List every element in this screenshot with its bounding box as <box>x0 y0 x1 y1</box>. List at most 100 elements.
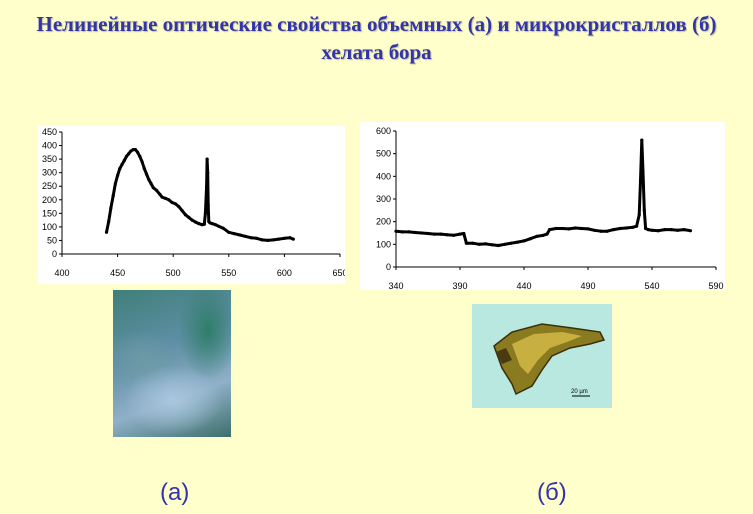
chart-b-data-point <box>637 213 641 217</box>
chart-b-x-tick-label: 590 <box>708 281 723 290</box>
chart-b-data-point <box>669 228 673 232</box>
chart-a-data-point <box>249 236 253 240</box>
chart-b-data-point <box>676 228 680 232</box>
chart-a-data-point <box>193 220 197 224</box>
chart-a-y-tick-label: 400 <box>42 141 57 151</box>
chart-a-data-point <box>113 181 117 186</box>
bulk-crystal-photo <box>113 290 231 437</box>
chart-a-data-point <box>217 224 221 228</box>
chart-a-data-point <box>163 196 167 200</box>
chart-b-data-point <box>458 232 462 236</box>
chart-a-data-point <box>203 211 207 215</box>
chart-b-data-point <box>462 231 466 236</box>
chart-a-data-point <box>136 150 140 154</box>
chart-b-data-point <box>682 228 686 232</box>
crystal-shadow <box>496 348 512 364</box>
chart-b-data-point <box>394 229 398 233</box>
chart-a-data-point <box>122 158 126 163</box>
chart-b-panel: 0 100 200 300 400 500 600 340 390 440 490 540 590 <box>360 122 725 291</box>
chart-a-data-point <box>142 167 146 171</box>
chart-a-y-tick-label: 200 <box>42 195 57 205</box>
chart-a-data-point <box>124 154 129 158</box>
chart-a-y-tick-label: 50 <box>47 235 57 245</box>
chart-b-data-point <box>426 231 430 236</box>
chart-a-data-point <box>129 149 133 153</box>
chart-b-x-tick-label: 540 <box>644 281 659 290</box>
chart-b-data-point <box>445 233 449 237</box>
chart-b-data-point <box>516 240 520 244</box>
chart-a-data-point <box>213 223 218 227</box>
chart-a-x-tick-label: 650 <box>332 268 345 278</box>
chart-b-data-point <box>477 242 481 246</box>
chart-a-data-point <box>271 238 275 242</box>
chart-b-data-point <box>641 170 645 174</box>
chart-b-data-point <box>464 241 468 245</box>
chart-a-data-point <box>238 233 242 237</box>
chart-a-panel: 0 50 100 150 200 250 300 350 400 450 400 450 500 550 6… <box>38 126 348 284</box>
chart-a-data-point <box>109 206 113 210</box>
chart-a-data-point <box>127 152 131 156</box>
chart-a-data-point <box>147 177 151 181</box>
chart-b-data-point <box>618 226 622 231</box>
chart-a-x-tick-label: 450 <box>110 268 125 278</box>
chart-a-data-point <box>167 198 171 202</box>
chart-a-data-point <box>173 202 177 206</box>
chart-a-y-tick-label: 150 <box>42 208 57 218</box>
chart-b-data-point <box>509 241 513 245</box>
chart-a-data-point <box>149 181 153 186</box>
chart-a-data-point <box>158 192 162 196</box>
chart-a-data-point <box>104 230 109 234</box>
chart-a-data-point <box>144 172 149 176</box>
chart-b-data-point <box>624 226 628 230</box>
chart-a-data-point <box>206 171 210 175</box>
chart-a-x-tick-label: 550 <box>221 268 236 278</box>
chart-a-series-line <box>105 148 294 242</box>
chart-a-data-point <box>140 160 144 164</box>
chart-a-data-point <box>291 237 295 241</box>
chart-a-data-point <box>221 226 225 230</box>
chart-b-data-point <box>420 231 424 235</box>
chart-a-data-point <box>133 148 137 152</box>
chart-a-data-point <box>111 194 115 198</box>
chart-a-data-point <box>177 205 181 209</box>
chart-a-data-point <box>288 236 292 240</box>
chart-b: 0 100 200 300 400 500 600 340 390 440 490 540 590 <box>376 126 724 291</box>
chart-b-x-tick-label: 390 <box>452 281 467 290</box>
chart-a-data-point <box>120 162 124 167</box>
chart-a-data-point <box>202 222 206 226</box>
chart-b-data-point <box>635 224 639 228</box>
chart-b-x-tick-label: 490 <box>580 281 595 290</box>
chart-b-data-point <box>580 226 584 231</box>
chart-a-x-tick-label: 500 <box>166 268 181 278</box>
chart-b-data-point <box>554 226 558 231</box>
chart-a-data-point <box>197 222 201 226</box>
slide-title: Нелинейные оптические свойства объемных … <box>0 10 753 66</box>
chart-b-data-point <box>522 239 526 243</box>
chart-b-data-point <box>548 228 552 232</box>
chart-b-y-tick-label: 0 <box>386 262 391 272</box>
chart-a-data-point <box>170 200 174 205</box>
chart-b-x-tick-label: 440 <box>516 281 531 290</box>
chart-a-y-tick-label: 100 <box>42 222 57 232</box>
chart-a-y-tick-label: 350 <box>42 154 57 164</box>
chart-b-data-point <box>503 242 507 246</box>
chart-b-data-point <box>452 233 456 237</box>
chart-b-data-point <box>663 228 667 232</box>
chart-b-data-point <box>407 230 411 234</box>
chart-a-data-point <box>205 184 209 188</box>
chart-a-data-point <box>116 173 120 177</box>
chart-b-y-tick-label: 600 <box>376 126 391 136</box>
chart-b-y-tick-label: 300 <box>376 194 391 204</box>
chart-b-data-point <box>560 226 564 231</box>
chart-b-data-point <box>535 234 539 238</box>
chart-a-data-point <box>180 209 184 213</box>
chart-b-data-point <box>612 228 616 232</box>
chart-b-data-point <box>646 228 650 232</box>
chart-a-data-point <box>190 218 194 222</box>
chart-a-data-point <box>282 236 286 240</box>
chart-a: 0 50 100 150 200 250 300 350 400 450 400 450 500 550 6… <box>42 127 348 278</box>
chart-a-data-point <box>205 157 209 161</box>
chart-b-data-point <box>573 226 577 230</box>
chart-b-data-point <box>490 243 494 247</box>
microcrystal-photo: 20 µm <box>472 304 612 408</box>
